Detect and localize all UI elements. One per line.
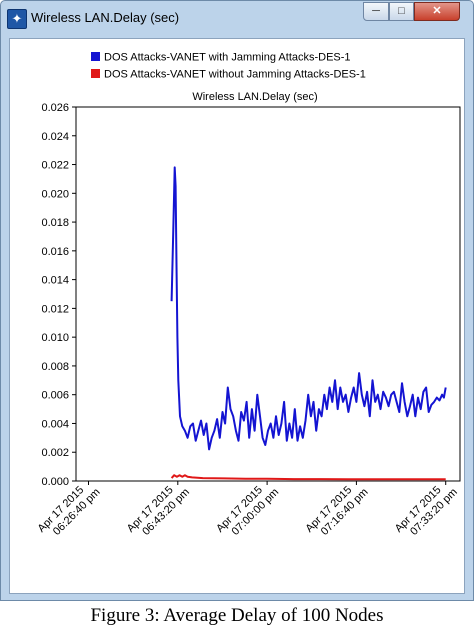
line-chart: DOS Attacks-VANET with Jamming Attacks-D…: [36, 52, 461, 538]
legend: DOS Attacks-VANET with Jamming Attacks-D…: [91, 52, 366, 81]
legend-swatch-series-1: [91, 52, 100, 61]
y-tick-label: 0.024: [41, 131, 69, 143]
y-tick-label: 0.020: [41, 188, 69, 200]
figure-caption: Figure 3: Average Delay of 100 Nodes: [90, 605, 384, 626]
plot-area-border: [75, 106, 461, 482]
close-button[interactable]: ✕: [414, 2, 460, 21]
y-tick-label: 0.010: [41, 332, 69, 344]
y-axis: 0.000 0.002 0.004 0.006 0.008 0.010 0.012 0.014…: [41, 102, 76, 488]
title-bar[interactable]: ✦ Wireless LAN.Delay (sec) ─ □ ✕: [1, 1, 473, 37]
window-title: Wireless LAN.Delay (sec): [31, 10, 180, 25]
maximize-button[interactable]: □: [389, 2, 414, 21]
y-tick-label: 0.018: [41, 217, 69, 229]
chart-client-area: DOS Attacks-VANET with Jamming Attacks-D…: [9, 38, 465, 594]
legend-label-series-1: DOS Attacks-VANET with Jamming Attacks-D…: [104, 52, 351, 64]
y-tick-label: 0.000: [41, 476, 69, 488]
network-scope-icon: ✦: [7, 9, 27, 29]
y-tick-label: 0.008: [41, 361, 69, 373]
y-tick-label: 0.004: [41, 418, 69, 430]
chart-title: Wireless LAN.Delay (sec): [192, 91, 317, 103]
y-tick-label: 0.014: [41, 275, 69, 287]
chart-window: ✦ Wireless LAN.Delay (sec) ─ □ ✕ DOS Att…: [0, 0, 474, 601]
series-line-2: [170, 474, 446, 481]
y-tick-label: 0.026: [41, 102, 69, 114]
y-tick-label: 0.022: [41, 160, 69, 172]
y-tick-label: 0.016: [41, 246, 69, 258]
y-tick-label: 0.012: [41, 303, 69, 315]
series-group: [170, 166, 447, 481]
y-tick-label: 0.002: [41, 447, 69, 459]
legend-swatch-series-2: [91, 69, 100, 78]
series-line-1: [170, 166, 447, 451]
minimize-button[interactable]: ─: [363, 2, 389, 21]
y-tick-label: 0.006: [41, 390, 69, 402]
legend-label-series-2: DOS Attacks-VANET without Jamming Attack…: [104, 69, 366, 81]
